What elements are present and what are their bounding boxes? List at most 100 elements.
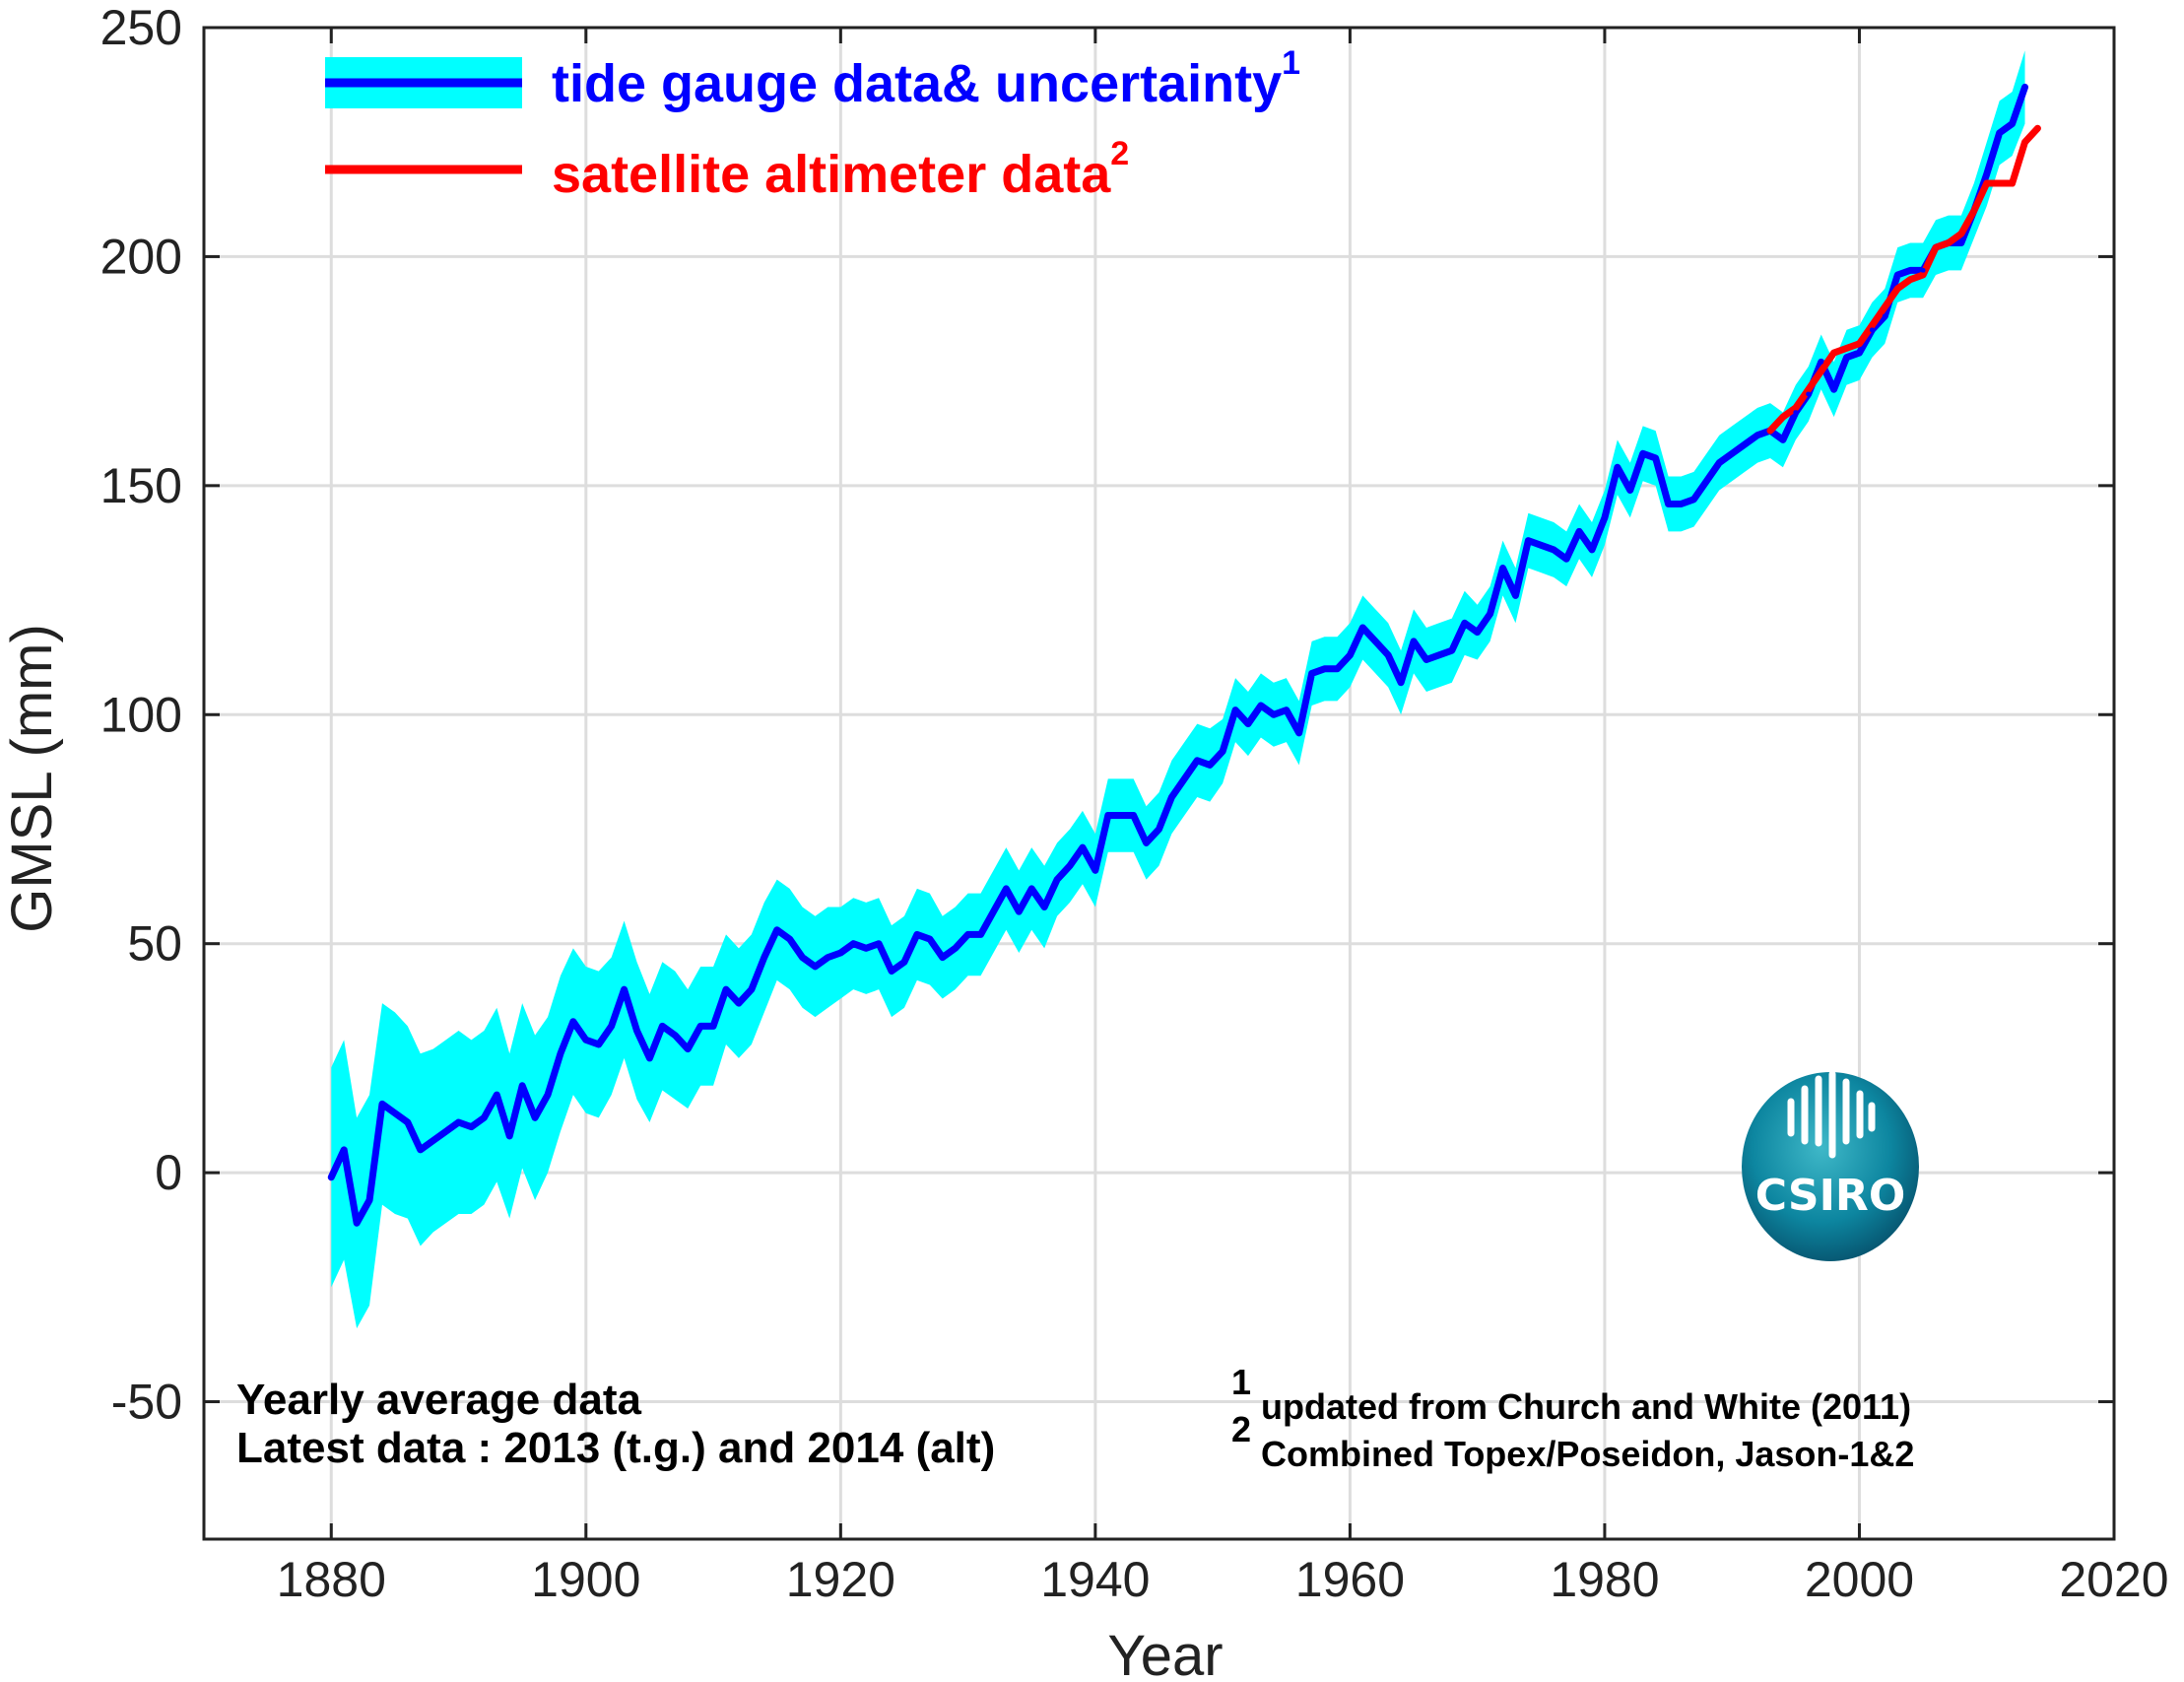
- satellite-point: [1767, 428, 1773, 434]
- x-tick-label: 1920: [786, 1552, 895, 1607]
- tide-gauge-point: [800, 955, 806, 961]
- satellite-point: [1946, 239, 1952, 245]
- satellite-point: [1907, 277, 1913, 283]
- tide-gauge-point: [430, 1138, 436, 1144]
- tide-gauge-point: [1168, 794, 1174, 800]
- tide-gauge-point: [392, 1110, 398, 1116]
- tide-gauge-point: [596, 1042, 602, 1047]
- uncertainty-band: [331, 50, 2025, 1329]
- tide-gauge-point: [1436, 652, 1442, 658]
- plot-frame: [202, 26, 2116, 1541]
- tide-gauge-point: [1576, 528, 1582, 534]
- tide-gauge-point: [1920, 267, 1926, 273]
- tide-gauge-point: [646, 1055, 652, 1061]
- tide-gauge-point: [659, 1023, 665, 1029]
- tide-gauge-point: [953, 945, 959, 951]
- tide-gauge-point: [1997, 130, 2003, 136]
- axes-frame: [202, 26, 2116, 1541]
- satellite-point: [1984, 180, 1990, 186]
- x-tick-label: 1880: [277, 1552, 386, 1607]
- tide-gauge-point: [545, 1092, 551, 1098]
- tide-gauge-point: [558, 1050, 563, 1056]
- tide-gauge-point: [1284, 707, 1290, 713]
- y-tick-label: 0: [155, 1145, 182, 1200]
- tide-gauge-point: [443, 1128, 449, 1134]
- tide-gauge-point: [1793, 409, 1799, 415]
- x-axis-title: Year: [1107, 1624, 1223, 1682]
- tide-gauge-point: [1729, 450, 1735, 456]
- satellite-point: [1894, 286, 1900, 292]
- tide-gauge-point: [1806, 391, 1812, 397]
- tide-gauge-point: [1118, 813, 1124, 819]
- tide-gauge-point: [672, 1033, 678, 1039]
- tide-gauge-point: [1653, 455, 1659, 461]
- tide-gauge-point: [1067, 863, 1073, 869]
- tide-gauge-point: [1512, 592, 1518, 598]
- satellite-point: [1806, 386, 1812, 392]
- tide-gauge-point: [749, 986, 755, 992]
- ref-2-number: 2: [1231, 1409, 1251, 1449]
- satellite-point: [1997, 180, 2003, 186]
- satellite-point: [2034, 125, 2040, 131]
- tide-gauge-point: [1602, 514, 1608, 520]
- csiro-logo: CSIRO: [1742, 1070, 1919, 1261]
- tide-gauge-point: [570, 1019, 576, 1025]
- tide-gauge-point: [876, 941, 882, 947]
- satellite-point: [1780, 414, 1786, 420]
- tide-gauge-point: [405, 1119, 411, 1125]
- tide-gauge-point: [1563, 556, 1569, 562]
- satellite-point: [2010, 180, 2016, 186]
- tide-gauge-point: [379, 1101, 385, 1107]
- tide-gauge-point: [1525, 538, 1531, 544]
- x-tick-label: 1960: [1295, 1552, 1405, 1607]
- tide-gauge-point: [1157, 826, 1161, 832]
- tide-gauge-point: [532, 1114, 538, 1120]
- tide-gauge-point: [468, 1124, 474, 1130]
- tide-gauge-point: [1131, 813, 1137, 819]
- tide-gauge-point: [1080, 844, 1086, 850]
- tide-gauge-point: [1105, 813, 1111, 819]
- tide-gauge-point: [354, 1220, 360, 1226]
- y-tick-label: 50: [127, 916, 182, 972]
- tide-gauge-point: [634, 1028, 640, 1034]
- tide-gauge-point: [825, 955, 830, 961]
- tide-gauge-point: [1092, 867, 1098, 873]
- tick-labels: 1880 1900 1920 1940 1960 1980 2000 2020 -50 0 50 10…: [100, 0, 2169, 1607]
- tide-gauge-point: [927, 936, 933, 942]
- tide-gauge-point: [1690, 497, 1696, 503]
- tide-gauge-point: [1615, 464, 1621, 470]
- satellite-point: [1958, 231, 1964, 236]
- tide-gauge-point: [1322, 666, 1328, 672]
- x-tick-label: 1940: [1040, 1552, 1150, 1607]
- tide-gauge-point: [1194, 758, 1200, 764]
- satellite-point: [1793, 405, 1799, 411]
- note-latest-data: Latest data : 2013 (t.g.) and 2014 (alt): [236, 1424, 995, 1472]
- tide-gauge-point: [1003, 886, 1009, 892]
- data-points: [328, 84, 2040, 1226]
- x-tick-label: 1900: [531, 1552, 640, 1607]
- y-tick-label: 200: [100, 229, 182, 284]
- tide-gauge-point: [456, 1119, 462, 1125]
- tide-gauge-point: [965, 931, 971, 937]
- tide-gauge-point: [1232, 707, 1238, 713]
- tide-gauge-point: [519, 1083, 525, 1089]
- y-tick-label: 250: [100, 0, 182, 55]
- tide-gauge-line: [327, 83, 2029, 1227]
- tide-gauge-point: [1041, 905, 1047, 910]
- legend-tide-gauge-label: tide gauge data& uncertainty1: [552, 44, 1300, 113]
- tide-gauge-point: [1016, 908, 1022, 914]
- tide-gauge-point: [583, 1037, 589, 1043]
- tide-gauge-point: [1716, 460, 1722, 466]
- tide-gauge-point: [622, 986, 628, 992]
- tide-gauge-point: [1958, 239, 1964, 245]
- satellite-point: [1869, 322, 1875, 328]
- tide-gauge-point: [837, 950, 843, 956]
- tide-gauge-point: [1347, 652, 1353, 658]
- tide-gauge-point: [481, 1114, 487, 1120]
- tide-gauge-point: [723, 986, 729, 992]
- tide-gauge-point: [1856, 350, 1862, 356]
- tide-gauge-point: [1678, 501, 1684, 506]
- satellite-point: [1882, 304, 1887, 310]
- tide-gauge-point: [2010, 121, 2016, 127]
- y-tick-label: 100: [100, 687, 182, 742]
